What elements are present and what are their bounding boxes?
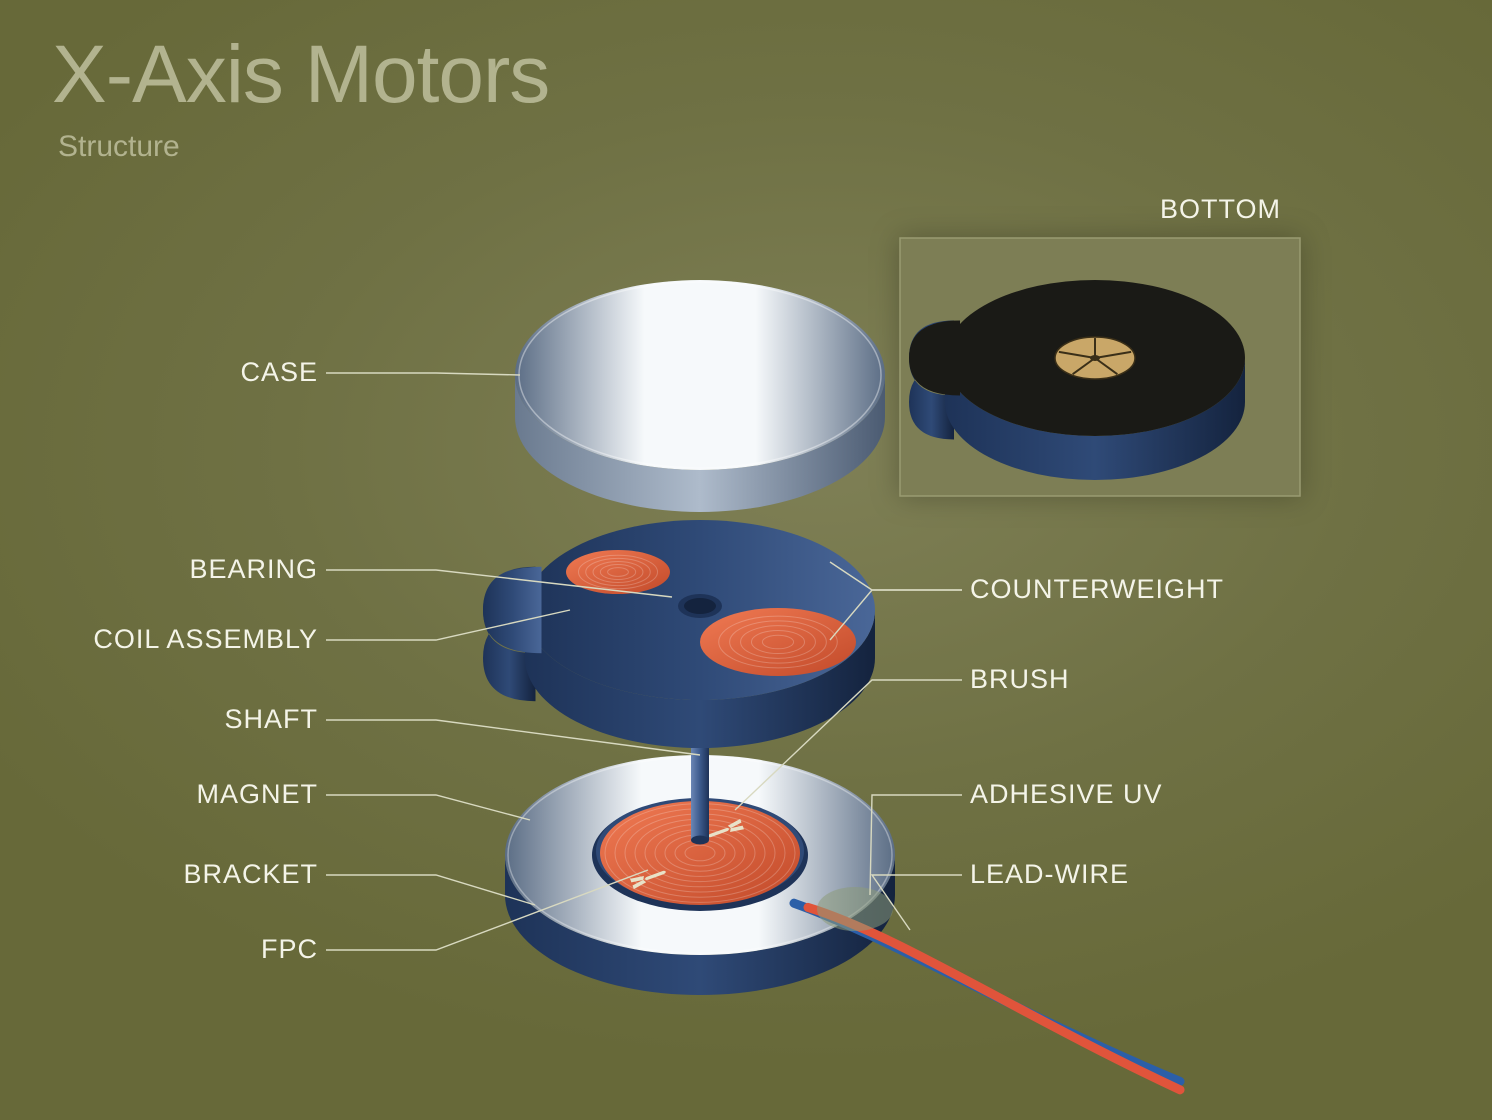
inset-caption: BOTTOM [1160, 194, 1281, 225]
base-assembly [505, 716, 1180, 1090]
label-leadwire: LEAD-WIRE [970, 859, 1129, 890]
label-counterw: COUNTERWEIGHT [970, 574, 1224, 605]
inset-panel [900, 238, 1300, 496]
middle-assembly [483, 520, 875, 748]
label-coilasm: COIL ASSEMBLY [93, 624, 318, 655]
label-bracket: BRACKET [183, 859, 318, 890]
label-brush: BRUSH [970, 664, 1070, 695]
label-adhesive: ADHESIVE UV [970, 779, 1163, 810]
label-magnet: MAGNET [196, 779, 318, 810]
label-case: CASE [240, 357, 318, 388]
label-bearing: BEARING [189, 554, 318, 585]
label-shaft: SHAFT [224, 704, 318, 735]
label-fpc: FPC [261, 934, 318, 965]
case-disc [515, 280, 885, 512]
stage: X-Axis Motors Structure CASEBEARINGCOIL … [0, 0, 1492, 1120]
